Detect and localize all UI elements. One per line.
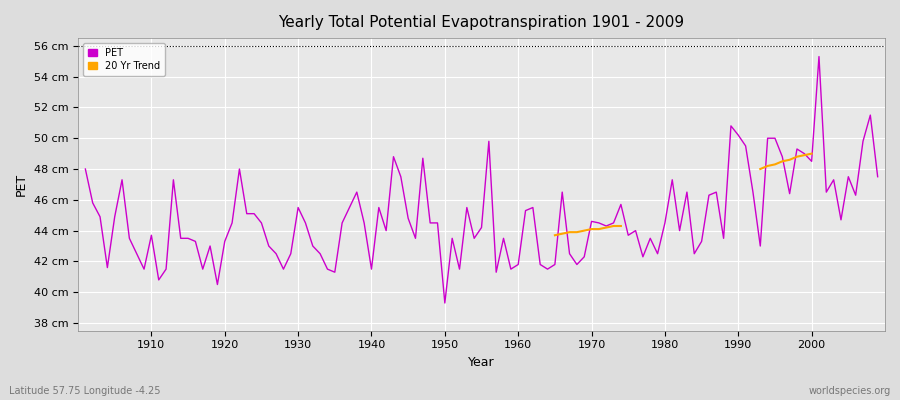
Legend: PET, 20 Yr Trend: PET, 20 Yr Trend — [83, 43, 166, 76]
Text: worldspecies.org: worldspecies.org — [809, 386, 891, 396]
X-axis label: Year: Year — [468, 356, 495, 369]
Y-axis label: PET: PET — [15, 173, 28, 196]
Title: Yearly Total Potential Evapotranspiration 1901 - 2009: Yearly Total Potential Evapotranspiratio… — [278, 15, 685, 30]
Text: Latitude 57.75 Longitude -4.25: Latitude 57.75 Longitude -4.25 — [9, 386, 160, 396]
